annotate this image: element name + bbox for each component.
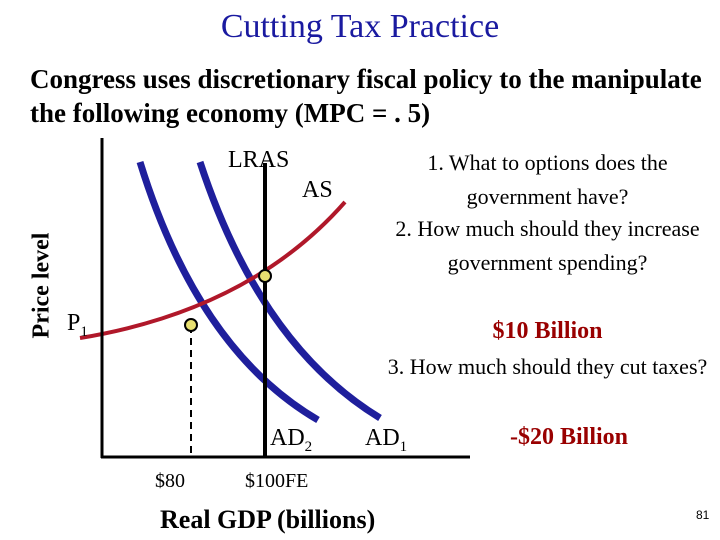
answer-3: -$20 Billion bbox=[510, 424, 629, 450]
question-3: 3. How much should they cut taxes? bbox=[387, 354, 708, 379]
x-tick-80: $80 bbox=[155, 470, 185, 492]
page-number: 81 bbox=[696, 508, 710, 522]
answer-2: $10 Billion bbox=[492, 318, 603, 344]
ad2-label: AD2 bbox=[270, 425, 313, 455]
ad1-label: AD1 bbox=[365, 425, 408, 455]
p1-label: P1 bbox=[67, 310, 88, 340]
as-label: AS bbox=[302, 177, 333, 203]
as-curve bbox=[79, 200, 347, 340]
ad1-curve bbox=[196, 160, 382, 421]
equilibrium-point-2 bbox=[258, 269, 272, 283]
slide-subtitle: Congress uses discretionary fiscal polic… bbox=[30, 64, 702, 128]
ad2-curve bbox=[136, 160, 320, 424]
x-axis-label: Real GDP (billions) bbox=[160, 505, 376, 534]
question-1: 1. What to options does the government h… bbox=[427, 150, 668, 209]
y-axis-label: Price level bbox=[28, 232, 55, 339]
x-tick-100fe: $100FE bbox=[245, 470, 309, 492]
slide-title: Cutting Tax Practice bbox=[220, 8, 500, 45]
question-2: 2. How much should they increase governm… bbox=[395, 216, 700, 275]
lras-label: LRAS bbox=[228, 147, 290, 173]
equilibrium-point-1 bbox=[184, 318, 198, 332]
